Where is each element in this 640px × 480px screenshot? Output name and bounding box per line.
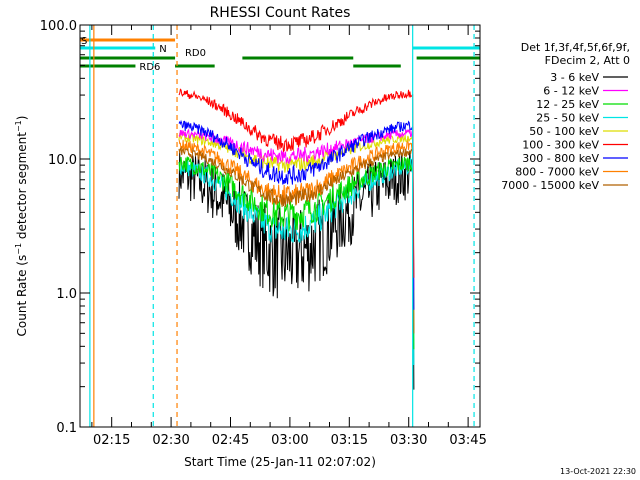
y-tick-label: 10.0 — [48, 153, 77, 168]
flag-label-n: N — [159, 44, 166, 55]
annotation-vlines — [89, 25, 475, 427]
y-label-exp-1: −1 — [14, 243, 23, 255]
legend-label: 50 - 100 keV — [529, 125, 599, 138]
flag-bars: S N RD0 RD6 — [80, 36, 480, 73]
x-tick-label: 03:45 — [449, 433, 486, 448]
plot-frame — [79, 24, 481, 428]
x-tick-label: 03:30 — [390, 433, 427, 448]
series-line-50-100-kev — [178, 132, 415, 300]
series-line-100-300-kev — [178, 88, 415, 278]
legend: Det 1f,3f,4f,5f,6f,9f, FDecim 2, Att 0 3… — [501, 41, 630, 192]
timestamp: 13-Oct-2021 22:30 — [560, 467, 636, 476]
legend-label: 25 - 50 keV — [536, 112, 599, 125]
y-axis: 0.1 1.0 10.0 100.0 — [40, 19, 480, 436]
y-tick-label: 0.1 — [56, 421, 77, 436]
flag-label-rd6: RD6 — [139, 62, 160, 73]
y-label-part-e: ) — [15, 116, 29, 121]
x-tick-label: 02:45 — [212, 433, 249, 448]
y-label-part-a: Count Rate (s — [15, 255, 29, 337]
y-tick-label: 100.0 — [40, 19, 77, 34]
y-tick-label: 1.0 — [56, 287, 77, 302]
y-label-part-c: detector segment — [15, 132, 29, 243]
legend-title-line-2: FDecim 2, Att 0 — [545, 54, 630, 67]
legend-title-line-1: Det 1f,3f,4f,5f,6f,9f, — [521, 41, 630, 54]
legend-label: 6 - 12 keV — [543, 85, 599, 98]
series-line-12-25-kev — [178, 156, 415, 350]
x-axis-label: Start Time (25-Jan-11 02:07:02) — [184, 455, 376, 469]
legend-label: 3 - 6 keV — [550, 71, 599, 84]
legend-label: 12 - 25 keV — [536, 98, 599, 111]
flag-label-s: S — [81, 36, 87, 47]
series-line-300-800-kev — [178, 119, 415, 310]
x-tick-label: 03:00 — [271, 433, 308, 448]
legend-label: 300 - 800 keV — [522, 152, 599, 165]
series-layer — [178, 88, 415, 390]
y-label-exp-2: −1 — [14, 120, 23, 132]
plot-area: S N RD0 RD6 — [80, 25, 480, 427]
x-tick-label: 03:15 — [331, 433, 368, 448]
legend-label: 800 - 7000 keV — [515, 166, 599, 179]
y-axis-label: Count Rate (s−1 detector segment−1) — [14, 116, 29, 337]
x-tick-label: 02:15 — [93, 433, 130, 448]
legend-label: 100 - 300 keV — [522, 139, 599, 152]
x-tick-label: 02:30 — [152, 433, 189, 448]
chart-title: RHESSI Count Rates — [210, 5, 351, 21]
series-line-7000-15000-kev — [178, 146, 415, 334]
x-axis: 02:15 02:30 02:45 03:00 03:15 03:30 03:45 — [91, 25, 487, 448]
legend-label: 7000 - 15000 keV — [501, 179, 599, 192]
flag-label-rd0: RD0 — [185, 48, 206, 59]
